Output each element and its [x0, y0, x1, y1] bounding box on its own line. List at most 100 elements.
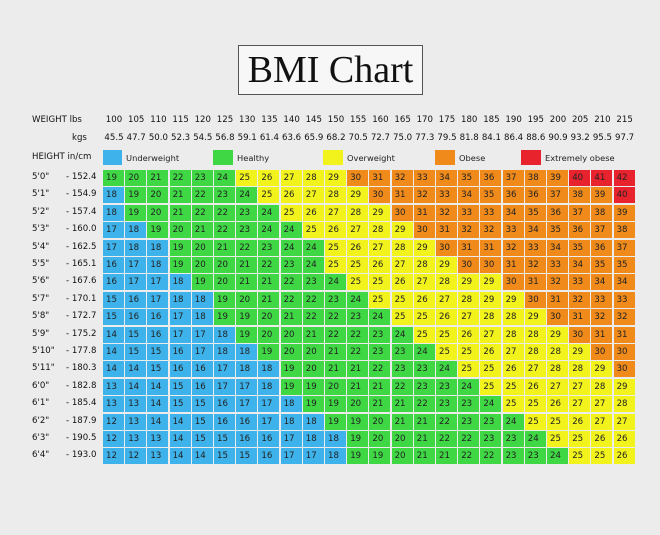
- height-header: HEIGHT in/cm: [32, 152, 92, 162]
- bmi-cell: 15: [236, 448, 258, 465]
- weight-kgs-value: 93.2: [570, 133, 590, 143]
- bmi-cell: 17: [214, 361, 235, 378]
- bmi-cell: 22: [214, 204, 235, 221]
- bmi-cell: 20: [191, 257, 213, 273]
- bmi-cell: 33: [569, 274, 591, 291]
- bmi-cell: 21: [280, 309, 302, 326]
- bmi-cell: 18: [280, 413, 302, 430]
- bmi-cell: 40: [569, 170, 591, 186]
- bmi-cell: 20: [236, 291, 258, 308]
- bmi-cell: 15: [191, 413, 213, 430]
- bmi-cell: 35: [524, 204, 546, 221]
- bmi-cell: 39: [547, 170, 568, 186]
- bmi-cell: 27: [547, 378, 568, 395]
- bmi-cell: 26: [458, 326, 480, 343]
- bmi-cell: 35: [613, 257, 635, 273]
- bmi-cell: 15: [147, 344, 169, 360]
- bmi-cell: 19: [125, 204, 147, 221]
- bmi-cell: 28: [369, 222, 391, 239]
- bmi-cell: 25: [458, 344, 480, 360]
- bmi-cell: 34: [436, 170, 457, 186]
- bmi-cell: 23: [391, 361, 413, 378]
- bmi-cell: 17: [147, 274, 169, 291]
- bmi-cell: 25: [569, 431, 591, 447]
- bmi-cell: 26: [524, 378, 546, 395]
- weight-lbs-value: 105: [127, 115, 145, 125]
- bmi-cell: 23: [502, 448, 524, 465]
- bmi-cell: 35: [591, 257, 613, 273]
- weight-lbs-value: 150: [327, 115, 345, 125]
- weight-kgs-value: 68.2: [326, 133, 346, 143]
- bmi-cell: 15: [191, 431, 213, 447]
- bmi-cell: 29: [613, 378, 635, 395]
- bmi-cell: 31: [369, 170, 391, 186]
- bmi-cell: 21: [391, 413, 413, 430]
- bmi-cell: 32: [458, 222, 480, 239]
- bmi-cell: 16: [169, 361, 191, 378]
- bmi-cell: 20: [125, 170, 147, 186]
- bmi-cell: 25: [302, 222, 324, 239]
- weight-lbs-value: 190: [505, 115, 522, 125]
- bmi-cell: 28: [480, 309, 502, 326]
- bmi-cell: 22: [191, 204, 213, 221]
- bmi-cell: 21: [436, 448, 457, 465]
- bmi-cell: 17: [280, 431, 302, 447]
- weight-lbs-value: 160: [372, 115, 389, 125]
- bmi-cell: 21: [214, 239, 235, 256]
- bmi-cell: 26: [569, 413, 591, 430]
- bmi-cell: 25: [524, 413, 546, 430]
- bmi-cell: 17: [214, 378, 235, 395]
- bmi-cell: 27: [458, 309, 480, 326]
- bmi-cell: 23: [214, 187, 235, 204]
- chart-title: BMI Chart: [238, 45, 423, 95]
- bmi-cell: 29: [524, 309, 546, 326]
- bmi-cell: 24: [280, 239, 302, 256]
- bmi-cell: 23: [236, 222, 258, 239]
- bmi-cell: 18: [258, 361, 280, 378]
- bmi-cell: 21: [258, 291, 280, 308]
- bmi-cell: 33: [524, 239, 546, 256]
- bmi-cell: 22: [236, 239, 258, 256]
- bmi-cell: 19: [236, 326, 258, 343]
- bmi-cell: 20: [391, 431, 413, 447]
- bmi-cell: 18: [280, 396, 302, 413]
- weight-lbs-value: 120: [194, 115, 211, 125]
- bmi-cell: 28: [547, 361, 568, 378]
- bmi-cell: 29: [325, 170, 346, 186]
- bmi-cell: 18: [214, 326, 235, 343]
- bmi-cell: 23: [413, 361, 435, 378]
- bmi-cell: 18: [169, 274, 191, 291]
- bmi-cell: 31: [524, 274, 546, 291]
- bmi-cell: 14: [103, 326, 124, 343]
- bmi-cell: 25: [369, 274, 391, 291]
- bmi-cell: 32: [413, 187, 435, 204]
- bmi-cell: 26: [302, 204, 324, 221]
- bmi-cell: 19: [191, 274, 213, 291]
- bmi-cell: 37: [502, 170, 524, 186]
- bmi-cell: 29: [369, 204, 391, 221]
- bmi-cell: 22: [480, 448, 502, 465]
- height-label: 5'10" - 177.8: [32, 346, 97, 356]
- bmi-cell: 19: [280, 361, 302, 378]
- bmi-cell: 27: [591, 413, 613, 430]
- bmi-cell: 24: [325, 274, 346, 291]
- bmi-cell: 20: [369, 431, 391, 447]
- bmi-cell: 31: [413, 204, 435, 221]
- height-label: 5'3" - 160.0: [32, 224, 97, 235]
- bmi-cell: 29: [480, 291, 502, 308]
- bmi-cell: 28: [591, 378, 613, 395]
- bmi-cell: 32: [436, 204, 457, 221]
- bmi-cell: 36: [480, 170, 502, 186]
- bmi-cell: 17: [258, 396, 280, 413]
- bmi-cell: 25: [458, 361, 480, 378]
- bmi-cell: 22: [258, 257, 280, 273]
- bmi-cell: 15: [125, 344, 147, 360]
- bmi-cell: 15: [125, 326, 147, 343]
- bmi-cell: 19: [347, 413, 369, 430]
- weight-kgs-label: kgs: [72, 133, 87, 143]
- bmi-cell: 30: [502, 274, 524, 291]
- bmi-cell: 23: [369, 326, 391, 343]
- bmi-cell: 13: [147, 431, 169, 447]
- bmi-cell: 25: [547, 413, 568, 430]
- height-label: 6'1" - 185.4: [32, 398, 97, 409]
